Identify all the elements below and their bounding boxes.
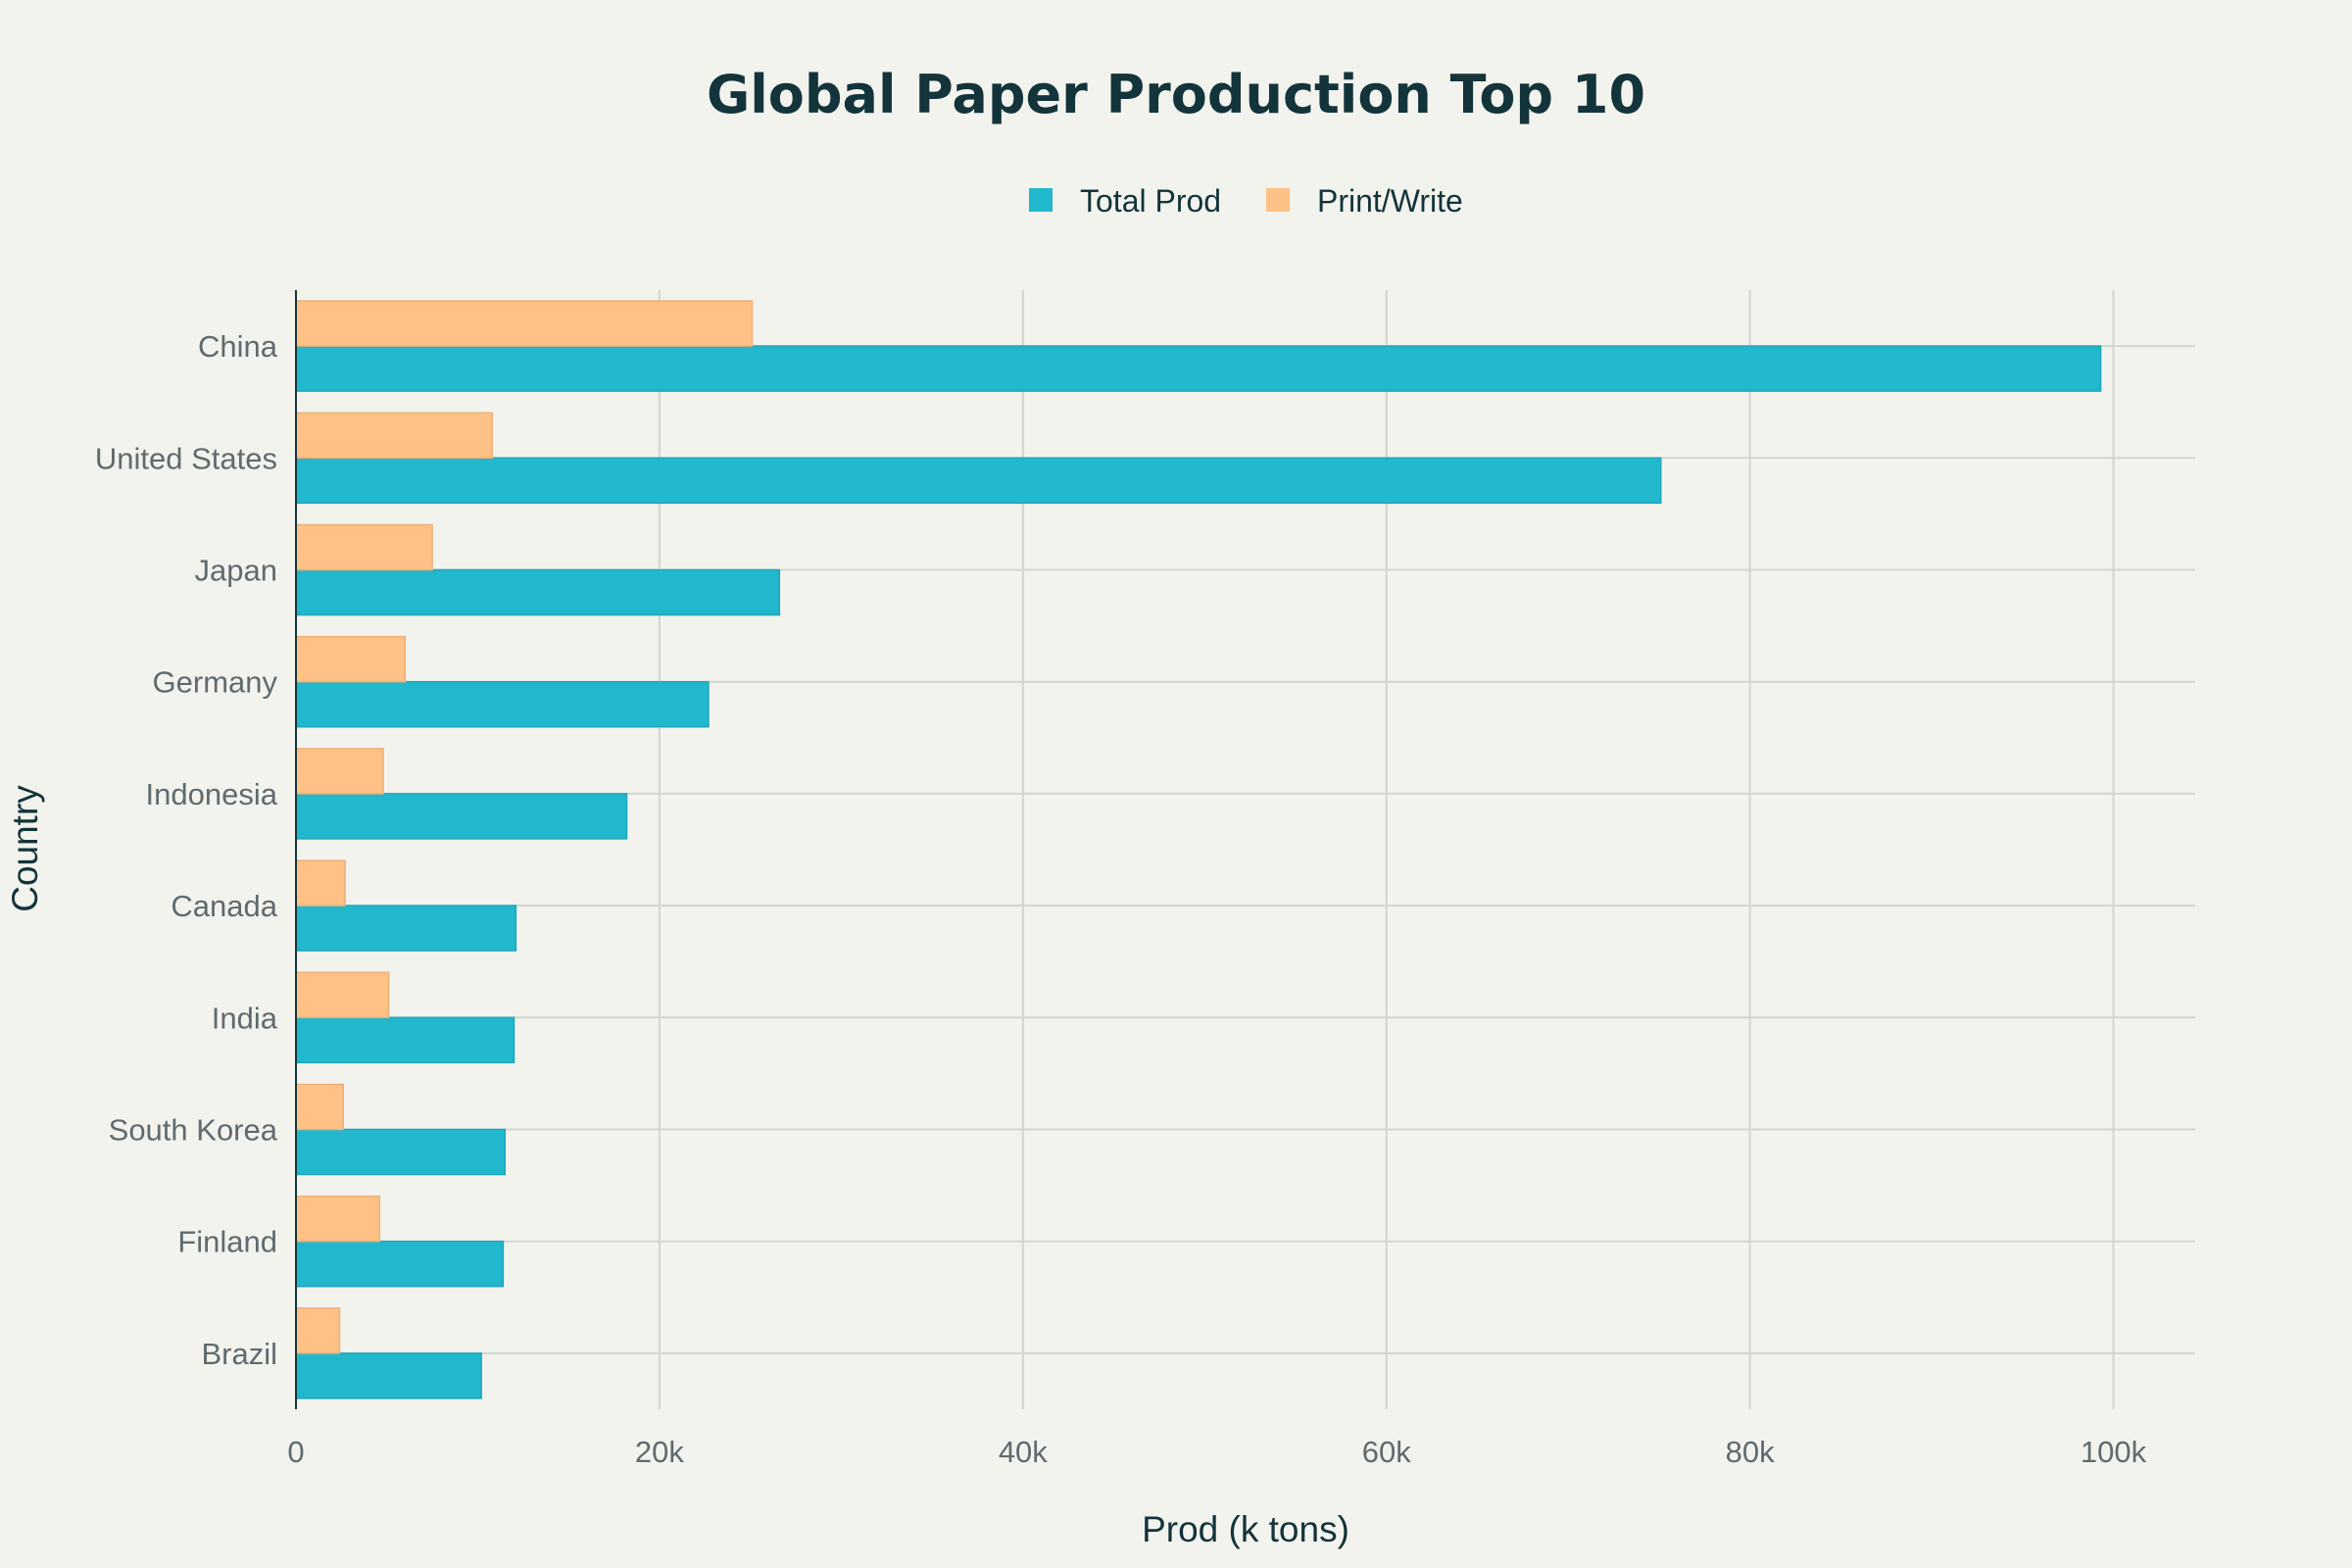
y-tick-label-japan: Japan — [195, 554, 277, 588]
y-axis: China United States Japan Germany Indonesia C… — [95, 290, 297, 1409]
bars — [295, 300, 2102, 1399]
x-tick-label: 0 — [287, 1435, 304, 1469]
legend-label-total-prod: Total Prod — [1080, 183, 1221, 219]
legend: Total Prod Print/Write — [1029, 183, 1463, 219]
bar-total-prod-canada — [295, 905, 517, 952]
y-axis-title: Country — [5, 785, 45, 912]
bar-print-write-south-korea — [295, 1083, 344, 1131]
bar-print-write-india — [295, 971, 390, 1019]
bar-print-write-finland — [295, 1195, 381, 1243]
bar-print-write-brazil — [295, 1307, 341, 1354]
bar-print-write-canada — [295, 859, 346, 906]
bar-print-write-germany — [295, 635, 407, 683]
y-tick-label-south-korea: South Korea — [109, 1113, 278, 1148]
y-tick-label-finland: Finland — [177, 1225, 277, 1259]
bar-total-prod-germany — [295, 680, 710, 728]
y-tick-label-united-states: United States — [95, 441, 277, 475]
bar-print-write-japan — [295, 523, 433, 571]
bar-total-prod-japan — [295, 568, 781, 616]
bar-total-prod-brazil — [295, 1352, 482, 1399]
y-tick-label-indonesia: Indonesia — [146, 777, 278, 811]
y-tick-label-india: India — [212, 1001, 278, 1035]
bar-total-prod-united-states — [295, 457, 1662, 505]
x-tick-label: 20k — [635, 1435, 684, 1469]
legend-label-print-write: Print/Write — [1317, 183, 1463, 219]
chart-title: Global Paper Production Top 10 — [707, 64, 1645, 125]
bar-print-write-indonesia — [295, 748, 384, 795]
x-tick-label: 40k — [999, 1435, 1048, 1469]
x-axis-title: Prod (k tons) — [1142, 1509, 1349, 1549]
bar-total-prod-india — [295, 1016, 515, 1064]
bar-print-write-china — [295, 300, 754, 347]
bar-total-prod-china — [295, 345, 2102, 392]
bar-print-write-united-states — [295, 412, 494, 460]
x-tick-label: 60k — [1362, 1435, 1411, 1469]
x-axis: 0 20k 40k 60k 80k 100k — [287, 1435, 2146, 1469]
bar-total-prod-south-korea — [295, 1128, 507, 1176]
legend-swatch-print-write — [1266, 188, 1290, 212]
bar-total-prod-indonesia — [295, 793, 628, 840]
y-tick-label-germany: Germany — [153, 665, 278, 700]
legend-swatch-total-prod — [1029, 188, 1053, 212]
y-tick-label-brazil: Brazil — [201, 1337, 277, 1371]
bar-total-prod-finland — [295, 1240, 505, 1288]
x-tick-label: 80k — [1726, 1435, 1775, 1469]
y-tick-label-canada: Canada — [171, 889, 277, 923]
y-tick-label-china: China — [198, 329, 278, 364]
x-tick-label: 100k — [2081, 1435, 2147, 1469]
